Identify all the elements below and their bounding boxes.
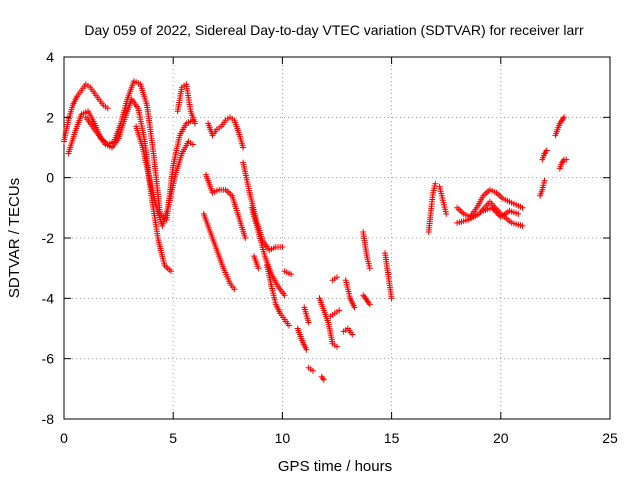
y-tick-label: 0 — [46, 170, 54, 186]
series-arc-11 — [251, 253, 262, 272]
series-arc-5 — [174, 81, 198, 127]
data-point-marker — [388, 295, 395, 302]
data-point-marker — [303, 346, 310, 353]
series-arc-26 — [425, 180, 439, 235]
series-arc-23 — [360, 229, 373, 272]
series-arc-24 — [360, 292, 373, 308]
x-tick-label: 5 — [169, 430, 177, 446]
data-point-marker — [320, 376, 327, 383]
series-arc-10 — [248, 204, 288, 299]
y-tick-label: -2 — [42, 230, 55, 246]
series-arc-30 — [480, 204, 522, 220]
data-point-marker — [168, 268, 174, 275]
series-arc-21 — [342, 277, 358, 311]
data-point-marker — [305, 319, 312, 326]
x-tick-label: 10 — [275, 430, 291, 446]
y-axis-ticks: 4 2 0 -2 -4 -6 -8 — [42, 49, 610, 427]
series-arc-31 — [537, 177, 548, 199]
series-arc-19 — [327, 307, 343, 320]
y-tick-label: 2 — [46, 109, 54, 125]
y-tick-label: -4 — [42, 290, 55, 306]
x-tick-label: 15 — [384, 430, 400, 446]
data-point-marker — [541, 177, 548, 184]
data-point-marker — [515, 210, 522, 217]
y-axis-label: SDTVAR / TECUs — [6, 178, 23, 298]
data-point-marker — [543, 147, 550, 154]
data-point-marker — [366, 265, 373, 272]
series-arc-34 — [556, 156, 570, 172]
series-arc-7 — [203, 171, 249, 241]
x-tick-label: 20 — [493, 430, 509, 446]
data-point-marker — [242, 235, 249, 241]
data-point-marker — [366, 301, 373, 308]
data-point-marker — [189, 141, 196, 148]
series-arc-14 — [294, 325, 310, 353]
series-arc-16 — [305, 364, 316, 374]
series-arc-25 — [382, 250, 395, 302]
chart-title: Day 059 of 2022, Sidereal Day-to-day VTE… — [84, 22, 584, 38]
data-point-marker — [288, 271, 295, 278]
data-point-marker — [281, 292, 288, 299]
data-point-marker — [334, 274, 340, 281]
data-point-marker — [104, 105, 111, 112]
series-arc-22 — [340, 325, 356, 338]
series-arc-1 — [61, 81, 111, 145]
series-arc-2 — [65, 78, 196, 223]
data-point-marker — [432, 180, 439, 187]
x-tick-label: 0 — [60, 430, 68, 446]
series-arc-6 — [205, 114, 247, 151]
data-point-marker — [519, 204, 526, 211]
data-point-marker — [240, 144, 247, 151]
y-tick-label: 4 — [46, 49, 54, 65]
data-points — [61, 78, 570, 383]
series-arc-4 — [133, 123, 196, 229]
y-tick-label: -6 — [42, 351, 55, 367]
series-arc-13 — [281, 268, 295, 278]
data-point-marker — [192, 120, 198, 127]
series-arc-20 — [329, 274, 340, 284]
series-arc-9 — [240, 159, 286, 254]
data-point-marker — [319, 375, 326, 382]
series-arc-15 — [301, 304, 312, 326]
series-arc-32 — [539, 147, 550, 163]
series-arc-33 — [552, 114, 568, 139]
data-point-marker — [334, 343, 340, 350]
data-point-marker — [443, 210, 450, 217]
data-point-marker — [336, 307, 343, 314]
series-arc-27 — [436, 183, 450, 217]
x-axis-label: GPS time / hours — [278, 458, 392, 475]
data-point-marker — [519, 222, 526, 229]
y-tick-label: -8 — [42, 411, 55, 427]
grid-lines — [64, 57, 610, 419]
x-axis-ticks: 0 5 10 15 20 25 — [60, 57, 618, 446]
data-point-marker — [279, 244, 286, 250]
data-point-marker — [351, 304, 358, 311]
data-point-marker — [286, 322, 292, 329]
series-arc-8 — [200, 210, 238, 293]
data-point-marker — [349, 331, 356, 338]
series-arc-18 — [316, 295, 340, 350]
data-point-marker — [561, 114, 568, 121]
series-arc-17 — [318, 373, 327, 383]
data-point-marker — [231, 286, 238, 293]
series-arc-12 — [264, 262, 292, 329]
data-point-marker — [310, 367, 316, 374]
x-tick-label: 25 — [602, 430, 618, 446]
data-point-marker — [255, 265, 262, 272]
data-point-marker — [563, 156, 570, 163]
